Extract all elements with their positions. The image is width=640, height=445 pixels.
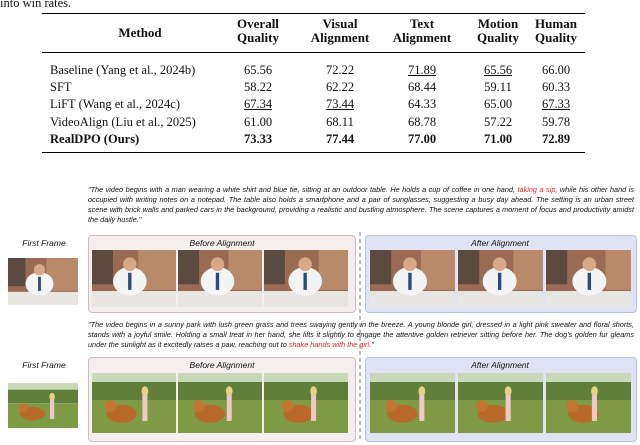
value: 77.00 [407,131,437,146]
before-label: Before Alignment [189,360,255,370]
caption: "The video begins in a sunny park with l… [88,320,634,350]
video-frame [546,250,631,307]
bottom-rule [42,152,585,154]
header-line: Method [118,25,162,40]
header-line: Quality [477,30,519,45]
header-cell: Visual Alignment [311,17,370,45]
video-frame [8,383,78,428]
header-line: Alignment [392,30,452,45]
video-frame [370,373,455,433]
header-cell: Method [118,26,161,40]
top-rule [42,13,585,15]
after-label: After Alignment [471,360,529,370]
video-frame [264,373,348,433]
value: 57.22 [483,114,513,129]
header-line: Text [409,16,435,31]
header-line: Visual [322,16,358,31]
method: LiFT (Wang et al., 2024c) [50,97,180,112]
value: 68.78 [407,114,437,129]
top-text: into win rates. [0,0,72,10]
caption-part: shake hands with the girl [288,340,370,349]
value: 72.22 [325,63,355,77]
header-cell: Human Quality [535,17,577,45]
header-line: Quality [535,30,577,45]
method: SFT [50,80,72,95]
caption-part: ." [369,340,374,349]
value: 67.33 [541,97,571,112]
value: 59.11 [484,80,512,95]
header-cell: Text Alignment [393,17,452,45]
value: 58.22 [243,80,273,95]
header-line: Quality [237,30,279,45]
video-frame [178,373,262,433]
caption: "The video begins with a man wearing a w… [88,185,634,225]
header-line: Motion [477,16,519,31]
video-frame [546,373,631,433]
method: Baseline (Yang et al., 2024b) [50,63,196,77]
header-cell: Overall Quality [237,17,279,45]
video-frame [458,250,543,307]
value: 65.00 [483,97,513,112]
value: 72.89 [541,131,571,146]
header-cell: Motion Quality [477,17,519,45]
video-frame [92,250,176,307]
value: 71.00 [483,131,513,146]
value: 77.44 [325,131,355,146]
value: 64.33 [407,97,437,112]
video-frame [92,373,176,433]
before-label: Before Alignment [189,238,255,248]
caption-part: , while his other hand is occupied with … [88,185,634,224]
value: 73.33 [243,131,273,146]
value: 68.44 [407,80,437,95]
mid-rule [42,52,585,53]
value: 67.34 [243,97,273,112]
value: 65.56 [483,63,513,77]
first-frame-label: First Frame [22,360,66,370]
first-frame-label: First Frame [22,238,66,248]
value: 61.00 [243,114,273,129]
value: 59.78 [541,114,571,129]
video-frame [370,250,455,307]
value: 60.33 [541,80,571,95]
video-frame [264,250,348,307]
divider [359,232,361,442]
value: 62.22 [325,80,355,95]
video-frame [8,258,78,305]
value: 65.56 [243,63,273,77]
header-line: Human [535,16,577,31]
caption-part: "The video begins with a man wearing a w… [88,185,518,194]
header-line: Overall [237,16,279,31]
method: RealDPO (Ours) [50,131,140,146]
method: VideoAlign (Liu et al., 2025) [50,114,196,129]
caption-part: "The video begins in a sunny park with l… [88,320,634,349]
video-frame [178,250,262,307]
value: 71.89 [407,63,437,77]
caption-part: taking a sip [517,185,556,194]
value: 73.44 [325,97,355,112]
video-frame [458,373,543,433]
value: 68.11 [326,114,354,129]
value: 66.00 [541,63,571,77]
header-line: Alignment [310,30,370,45]
after-label: After Alignment [471,238,529,248]
